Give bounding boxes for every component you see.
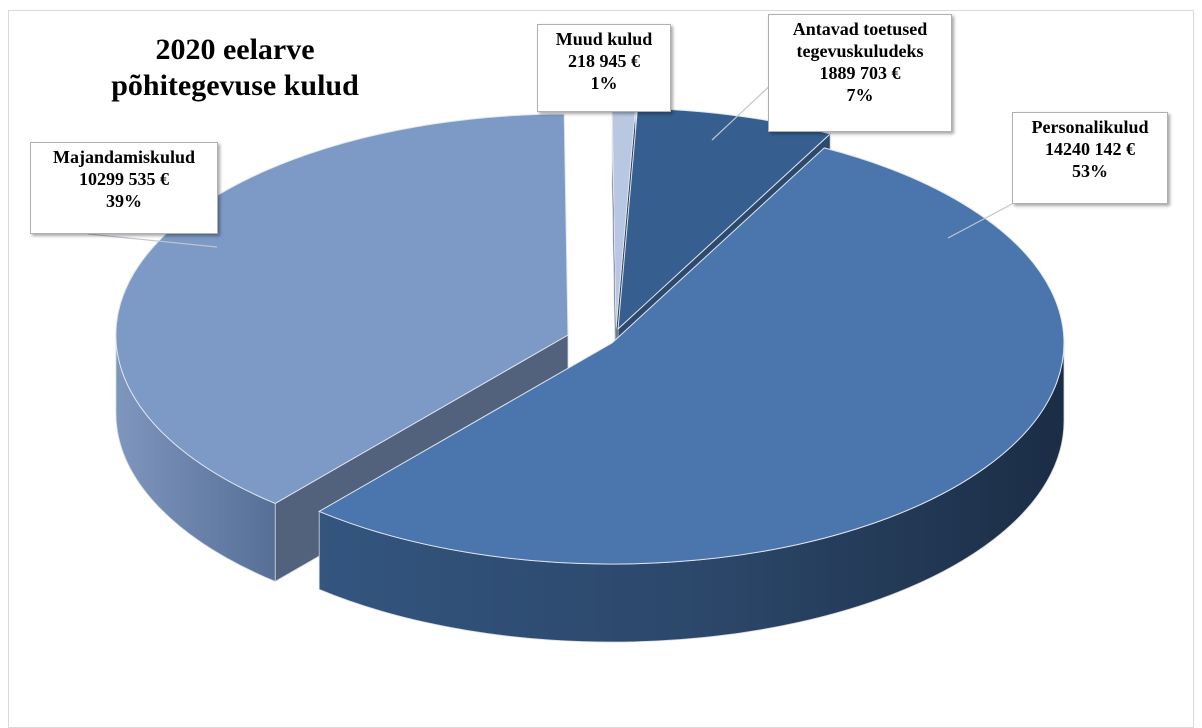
data-label-line: 39% xyxy=(106,191,142,211)
leader-line-majandamiskulud xyxy=(87,233,218,248)
leader-line-muud-kulud xyxy=(617,111,625,156)
pie-slice-majandamiskulud xyxy=(115,113,569,504)
data-label-line: Muud kulud xyxy=(555,29,653,49)
data-label-line: 1% xyxy=(590,73,618,93)
leader-line-antavad-toetused-tegevuskuludeks xyxy=(711,79,777,141)
chart-title-line-2: põhitegevuse kulud xyxy=(111,69,359,102)
data-label-majandamiskulud: Majandamiskulud 10299 535 €39% xyxy=(30,142,218,234)
data-label-line: tegevuskuludeks xyxy=(796,41,924,61)
data-label-line: Majandamiskulud xyxy=(52,147,196,167)
pie-slice-personalikulud xyxy=(318,147,1065,565)
callout-leaders xyxy=(87,79,1013,248)
data-label-line: 1889 703 € xyxy=(819,63,901,83)
pie-top-faces xyxy=(115,107,1065,565)
chart-title-line-1: 2020 eelarve xyxy=(155,33,315,66)
data-label-line: 53% xyxy=(1072,161,1108,181)
data-label-antavad-toetused-tegevuskuludeks: Antavad toetused tegevuskuludeks 1889 703 … xyxy=(768,14,952,132)
data-label-muud-kulud: Muud kulud 218 945 €1% xyxy=(537,24,671,112)
data-label-line: Antavad toetused xyxy=(792,19,928,39)
data-label-line: Personalikulud xyxy=(1031,117,1149,137)
data-label-line: 218 945 € xyxy=(568,51,640,71)
leader-line-personalikulud xyxy=(947,203,1013,239)
data-label-line: 10299 535 € xyxy=(79,169,169,189)
data-label-line: 14240 142 € xyxy=(1045,139,1135,159)
data-label-personalikulud: Personalikulud 14240 142 €53% xyxy=(1012,112,1168,204)
chart-title: 2020 eelarve põhitegevuse kulud xyxy=(70,32,400,104)
data-label-line: 7% xyxy=(846,85,874,105)
